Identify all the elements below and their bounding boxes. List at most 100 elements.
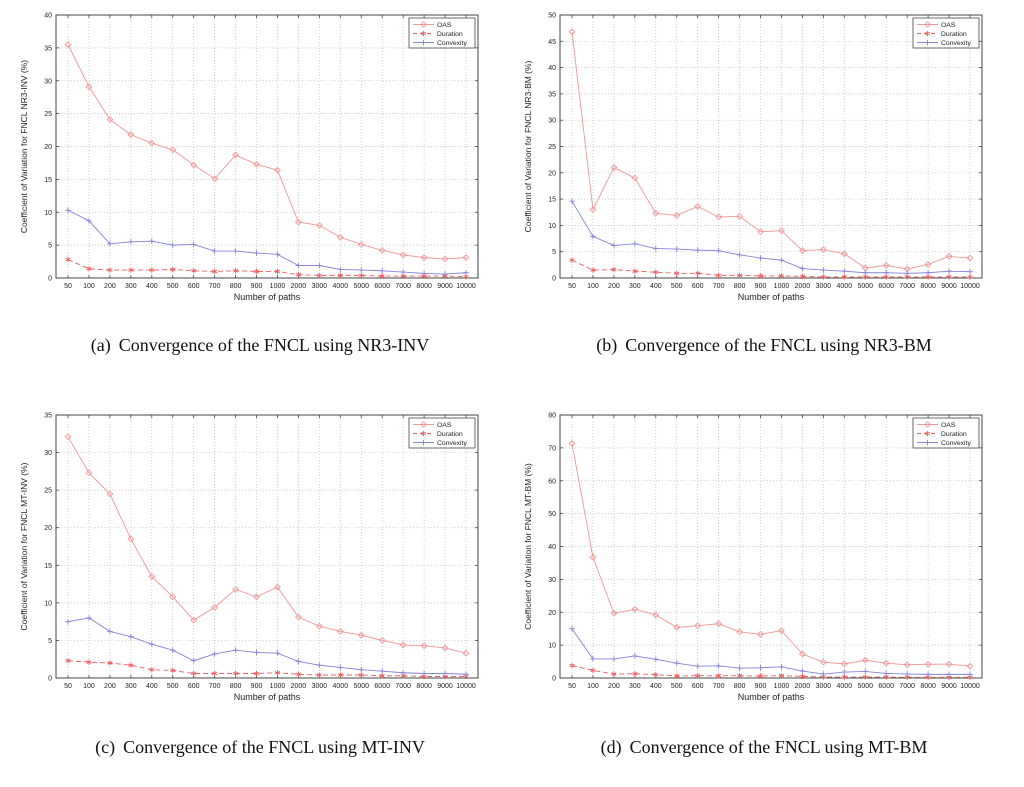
svg-text:1000: 1000: [774, 683, 790, 690]
svg-text:700: 700: [713, 283, 725, 290]
svg-text:3000: 3000: [816, 683, 832, 690]
chart-nr3-inv: 50 100 200 300 400 500 600 700 800 900 1000 2000 300…: [19, 13, 479, 302]
subcaption-d: (d) Convergence of the FNCL using MT-BM: [518, 737, 1010, 758]
svg-text:500: 500: [167, 683, 179, 690]
x-tick-labels: 50 100 200 300 400 500 600 700 800 900 1000 2000 300…: [64, 683, 476, 690]
svg-text:300: 300: [125, 683, 137, 690]
svg-text:800: 800: [734, 283, 746, 290]
svg-text:600: 600: [188, 683, 200, 690]
svg-text:8000: 8000: [416, 683, 432, 690]
svg-text:500: 500: [671, 683, 683, 690]
series-oas: [64, 433, 470, 657]
gridlines: [560, 14, 982, 278]
svg-text:20: 20: [44, 144, 52, 151]
svg-text:900: 900: [755, 683, 767, 690]
svg-text:OAS: OAS: [437, 22, 452, 29]
svg-text:2000: 2000: [795, 283, 811, 290]
gridlines: [560, 414, 982, 678]
x-axis-label: Number of paths: [234, 292, 301, 302]
svg-text:4000: 4000: [333, 283, 349, 290]
series-convexity: [569, 625, 973, 678]
svg-text:8000: 8000: [920, 683, 936, 690]
svg-text:50: 50: [64, 283, 72, 290]
svg-text:30: 30: [44, 78, 52, 85]
svg-text:2000: 2000: [291, 683, 307, 690]
svg-text:900: 900: [251, 283, 263, 290]
svg-text:700: 700: [713, 683, 725, 690]
svg-text:Convexity: Convexity: [437, 40, 467, 47]
y-tick-labels: 0 10 20 30 40 50 60 70 80: [548, 413, 556, 683]
legend: OAS Duration Convexity: [912, 417, 980, 449]
svg-text:Duration: Duration: [941, 31, 967, 38]
svg-text:6000: 6000: [878, 683, 894, 690]
svg-text:400: 400: [650, 283, 662, 290]
svg-text:15: 15: [548, 197, 556, 204]
svg-text:500: 500: [671, 283, 683, 290]
y-axis-label: Coefficient of Variation for FNCL MT-BM …: [523, 463, 533, 630]
svg-text:40: 40: [548, 65, 556, 72]
svg-text:700: 700: [209, 683, 221, 690]
svg-text:5000: 5000: [353, 683, 369, 690]
series-oas: [64, 41, 470, 263]
svg-text:300: 300: [629, 683, 641, 690]
svg-text:200: 200: [104, 683, 116, 690]
series-duration: [569, 662, 973, 681]
svg-text:800: 800: [230, 283, 242, 290]
figure-nr3-bm: 50 100 200 300 400 500 600 700 800 900 1000 2000 300…: [520, 6, 1008, 308]
svg-text:0: 0: [552, 676, 556, 683]
svg-text:10: 10: [44, 210, 52, 217]
svg-text:9000: 9000: [437, 283, 453, 290]
svg-text:900: 900: [755, 283, 767, 290]
svg-text:40: 40: [44, 13, 52, 20]
svg-text:OAS: OAS: [941, 422, 956, 429]
svg-text:7000: 7000: [395, 683, 411, 690]
svg-text:8000: 8000: [416, 283, 432, 290]
subcaption-d-text: Convergence of the FNCL using MT-BM: [629, 737, 928, 757]
svg-text:10000: 10000: [456, 283, 476, 290]
svg-text:35: 35: [44, 45, 52, 52]
svg-text:800: 800: [230, 683, 242, 690]
svg-text:0: 0: [48, 276, 52, 283]
y-axis-label: Coefficient of Variation for FNCL NR3-BM…: [523, 60, 533, 232]
svg-text:4000: 4000: [333, 683, 349, 690]
svg-text:5: 5: [552, 249, 556, 256]
svg-text:2000: 2000: [795, 683, 811, 690]
svg-text:10000: 10000: [960, 683, 980, 690]
x-axis-label: Number of paths: [738, 292, 805, 302]
chart-mt-bm: 50 100 200 300 400 500 600 700 800 900 1000 2000 300…: [523, 413, 983, 702]
series-convexity: [569, 198, 973, 277]
svg-text:100: 100: [83, 283, 95, 290]
svg-text:200: 200: [608, 683, 620, 690]
svg-text:5000: 5000: [857, 283, 873, 290]
series-oas: [568, 440, 974, 670]
svg-text:50: 50: [568, 683, 576, 690]
svg-text:6000: 6000: [374, 683, 390, 690]
svg-text:4000: 4000: [837, 683, 853, 690]
svg-text:Duration: Duration: [941, 431, 967, 438]
series-convexity: [65, 615, 469, 678]
x-tick-labels: 50 100 200 300 400 500 600 700 800 900 1000 2000 300…: [568, 283, 980, 290]
svg-text:30: 30: [548, 118, 556, 125]
subcaption-b-text: Convergence of the FNCL using NR3-BM: [625, 335, 932, 355]
svg-text:40: 40: [548, 544, 556, 551]
svg-text:1000: 1000: [270, 683, 286, 690]
svg-text:0: 0: [552, 276, 556, 283]
svg-text:700: 700: [209, 283, 221, 290]
svg-text:20: 20: [548, 170, 556, 177]
svg-text:200: 200: [104, 283, 116, 290]
svg-text:400: 400: [650, 683, 662, 690]
svg-text:50: 50: [64, 683, 72, 690]
tick-marks: [56, 414, 478, 679]
svg-text:3000: 3000: [312, 283, 328, 290]
svg-text:35: 35: [44, 413, 52, 420]
svg-text:5000: 5000: [857, 683, 873, 690]
svg-text:100: 100: [83, 683, 95, 690]
legend: OAS Duration Convexity: [408, 17, 476, 49]
svg-text:25: 25: [44, 488, 52, 495]
x-axis-label: Number of paths: [738, 692, 805, 702]
svg-text:500: 500: [167, 283, 179, 290]
svg-text:OAS: OAS: [941, 22, 956, 29]
y-axis-label: Coefficient of Variation for FNCL NR3-IN…: [19, 60, 29, 233]
svg-text:50: 50: [548, 511, 556, 518]
series-duration: [65, 256, 469, 280]
